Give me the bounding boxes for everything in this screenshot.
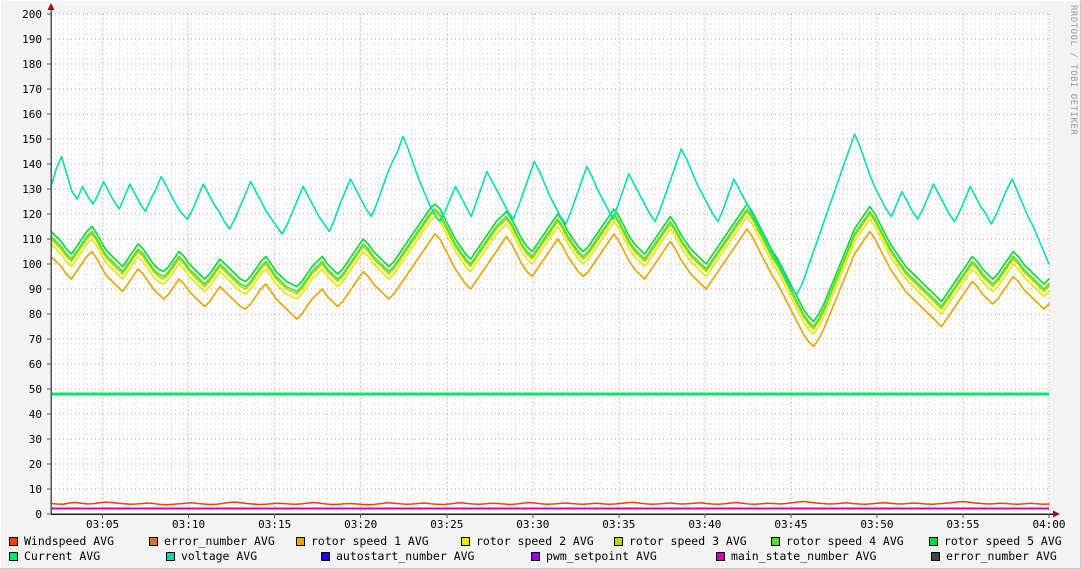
chart-canvas[interactable]: 0 10 20 30 40 50 60 70 80 90 100 110 120 130 140 150 160…	[1, 1, 1080, 531]
y-axis-tick-label: 50	[29, 383, 42, 396]
legend-item[interactable]: error_number AVG	[149, 534, 275, 549]
x-axis-tick-label: 03:10	[172, 518, 205, 531]
y-axis-tick-label: 30	[29, 433, 42, 446]
legend-color-swatch-icon	[531, 552, 540, 561]
x-axis-tick-label: 03:05	[86, 518, 119, 531]
y-axis-tick-label: 140	[22, 158, 42, 171]
plot-svg: 0 10 20 30 40 50 60 70 80 90 100 110 120 130 140 150 160…	[1, 1, 1080, 531]
x-axis-tick-label: 03:20	[344, 518, 377, 531]
y-axis-tick-label: 80	[29, 308, 42, 321]
legend-item[interactable]: error_number AVG	[931, 549, 1057, 564]
legend-item-label: Current AVG	[24, 549, 101, 563]
y-axis-tick-label: 200	[22, 8, 42, 21]
y-axis-tick-label: 120	[22, 208, 42, 221]
legend-color-swatch-icon	[614, 537, 623, 546]
y-axis-tick-label: 20	[29, 458, 42, 471]
legend-color-swatch-icon	[931, 552, 940, 561]
legend-item-label: error_number AVG	[164, 534, 275, 548]
y-axis-tick-label: 40	[29, 408, 42, 421]
series-line	[50, 210, 1050, 330]
grid-major	[51, 13, 1050, 515]
x-axis-tick-label: 03:25	[430, 518, 463, 531]
legend-row: Windspeed AVG error_number AVG rotor speed…	[1, 534, 1080, 549]
legend-item-label: rotor speed 3 AVG	[629, 534, 747, 548]
series-line	[50, 203, 1050, 323]
legend-item-label: voltage AVG	[181, 549, 258, 563]
y-axis-tick-label: 110	[22, 233, 42, 246]
legend-item[interactable]: rotor speed 1 AVG	[296, 534, 429, 549]
legend-item[interactable]: rotor speed 2 AVG	[461, 534, 594, 549]
chart-legend: Windspeed AVG error_number AVG rotor speed…	[1, 532, 1080, 568]
y-axis-tick-label: 70	[29, 333, 42, 346]
y-axis-tick-label: 0	[35, 508, 42, 521]
y-axis-tick-label: 190	[22, 33, 42, 46]
y-axis-tick-label: 90	[29, 283, 42, 296]
y-axis-tick-label: 60	[29, 358, 42, 371]
legend-item[interactable]: rotor speed 5 AVG	[929, 534, 1062, 549]
data-series-group	[50, 133, 1050, 510]
legend-item[interactable]: rotor speed 3 AVG	[614, 534, 747, 549]
x-axis-arrow	[1053, 510, 1060, 518]
series-line	[50, 133, 1050, 295]
legend-color-swatch-icon	[929, 537, 938, 546]
x-axis-tick-label: 03:40	[688, 518, 721, 531]
legend-item-label: rotor speed 1 AVG	[311, 534, 429, 548]
legend-item-label: rotor speed 5 AVG	[944, 534, 1062, 548]
series-line	[50, 215, 1050, 335]
legend-color-swatch-icon	[461, 537, 470, 546]
legend-item-label: rotor speed 2 AVG	[476, 534, 594, 548]
legend-item-label: main_state_number AVG	[731, 549, 877, 563]
series-line	[50, 208, 1050, 328]
x-axis-tick-label: 03:15	[258, 518, 291, 531]
x-axis-tick-label: 04:00	[1032, 518, 1065, 531]
x-axis-tick-label: 03:45	[774, 518, 807, 531]
legend-item-label: error_number AVG	[946, 549, 1057, 563]
legend-item-label: Windspeed AVG	[24, 534, 115, 548]
legend-color-swatch-icon	[9, 537, 18, 546]
rrdtool-watermark: RRDTOOL / TOBI OETIKER	[1068, 5, 1078, 136]
legend-item-label: autostart_number AVG	[336, 549, 475, 563]
legend-item[interactable]: rotor speed 4 AVG	[771, 534, 904, 549]
legend-item[interactable]: Windspeed AVG	[9, 534, 114, 549]
y-axis-tick-label: 160	[22, 108, 42, 121]
legend-item[interactable]: voltage AVG	[166, 549, 257, 564]
legend-color-swatch-icon	[716, 552, 725, 561]
x-axis-tick-label: 03:30	[516, 518, 549, 531]
y-axis-tick-label: 150	[22, 133, 42, 146]
x-axis: 03:05 03:10 03:15 03:20 03:25 03:30 03:35 03:40…	[86, 514, 1066, 531]
legend-color-swatch-icon	[321, 552, 330, 561]
y-axis-arrow	[47, 3, 55, 10]
y-axis-tick-label: 180	[22, 58, 42, 71]
y-axis-tick-label: 100	[22, 258, 42, 271]
y-axis-tick-label: 130	[22, 183, 42, 196]
legend-color-swatch-icon	[771, 537, 780, 546]
series-line	[50, 500, 1050, 506]
legend-item[interactable]: autostart_number AVG	[321, 549, 474, 564]
y-axis-tick-label: 10	[29, 483, 42, 496]
legend-item-label: rotor speed 4 AVG	[786, 534, 904, 548]
legend-item[interactable]: Current AVG	[9, 549, 100, 564]
legend-row: Current AVG voltage AVG autostart_number A…	[1, 549, 1080, 564]
legend-color-swatch-icon	[9, 552, 18, 561]
y-axis-tick-label: 170	[22, 83, 42, 96]
legend-color-swatch-icon	[166, 552, 175, 561]
x-axis-tick-label: 03:35	[602, 518, 635, 531]
legend-color-swatch-icon	[149, 537, 158, 546]
legend-item[interactable]: main_state_number AVG	[716, 549, 876, 564]
legend-item[interactable]: pwm_setpoint AVG	[531, 549, 657, 564]
y-axis: 0 10 20 30 40 50 60 70 80 90 100 110 120 130 140 150 160…	[22, 8, 51, 521]
x-axis-tick-label: 03:55	[946, 518, 979, 531]
legend-item-label: pwm_setpoint AVG	[546, 549, 657, 563]
series-line	[50, 228, 1050, 348]
legend-color-swatch-icon	[296, 537, 305, 546]
x-axis-tick-label: 03:50	[860, 518, 893, 531]
